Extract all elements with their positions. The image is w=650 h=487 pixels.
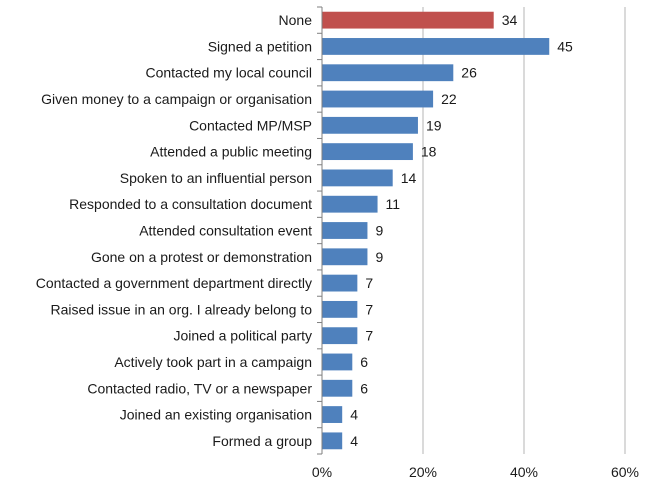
bar bbox=[322, 38, 550, 55]
bar bbox=[322, 90, 434, 108]
value-label: 19 bbox=[426, 117, 442, 133]
bar bbox=[322, 353, 353, 371]
x-tick-label: 40% bbox=[510, 464, 538, 480]
value-label: 7 bbox=[365, 328, 373, 344]
value-label: 11 bbox=[386, 196, 401, 212]
category-label: Attended a public meeting bbox=[150, 144, 312, 160]
value-label: 6 bbox=[360, 380, 368, 396]
value-label: 18 bbox=[421, 144, 437, 160]
bar bbox=[322, 195, 378, 213]
category-label: Gone on a protest or demonstration bbox=[91, 249, 312, 265]
bar bbox=[322, 248, 368, 266]
category-label: None bbox=[279, 12, 313, 28]
bar bbox=[322, 169, 393, 187]
category-label: Raised issue in an org. I already belong… bbox=[51, 301, 313, 317]
category-label: Given money to a campaign or organisatio… bbox=[41, 91, 312, 107]
category-label: Actively took part in a campaign bbox=[114, 354, 312, 370]
category-label: Contacted MP/MSP bbox=[189, 117, 312, 133]
category-label: Signed a petition bbox=[208, 38, 312, 54]
category-label: Contacted a government department direct… bbox=[36, 275, 312, 291]
bar bbox=[322, 406, 343, 423]
value-label: 26 bbox=[461, 65, 477, 81]
x-tick-label: 0% bbox=[312, 464, 332, 480]
bars bbox=[322, 11, 550, 450]
category-label: Formed a group bbox=[212, 433, 312, 449]
category-label: Attended consultation event bbox=[139, 223, 312, 239]
category-label: Joined an existing organisation bbox=[120, 407, 312, 423]
category-label: Spoken to an influential person bbox=[120, 170, 312, 186]
x-tick-label: 20% bbox=[409, 464, 437, 480]
bar bbox=[322, 116, 418, 134]
bar bbox=[322, 222, 368, 239]
value-label: 9 bbox=[375, 249, 383, 265]
bar bbox=[322, 143, 413, 161]
bar bbox=[322, 300, 358, 318]
category-labels: None Signed a petition Contacted my local … bbox=[36, 12, 313, 449]
bar bbox=[322, 274, 358, 292]
value-label: 7 bbox=[365, 275, 373, 291]
gridlines bbox=[317, 6, 626, 455]
value-label: 45 bbox=[557, 38, 573, 54]
category-label: Joined a political party bbox=[173, 328, 312, 344]
category-label: Contacted my local council bbox=[145, 65, 312, 81]
value-label: 34 bbox=[502, 12, 518, 28]
value-label: 4 bbox=[350, 433, 358, 449]
category-label: Responded to a consultation document bbox=[69, 196, 312, 212]
bar bbox=[322, 379, 353, 397]
value-label: 7 bbox=[365, 301, 373, 317]
x-tick-label: 60% bbox=[611, 464, 639, 480]
value-label: 22 bbox=[441, 91, 457, 107]
value-label: 4 bbox=[350, 407, 358, 423]
category-label: Contacted radio, TV or a newspaper bbox=[87, 380, 312, 396]
value-label: 14 bbox=[401, 170, 417, 186]
x-axis-ticks: 0% 20% 40% 60% bbox=[312, 464, 639, 480]
bar bbox=[322, 432, 343, 450]
value-label: 9 bbox=[375, 223, 383, 239]
bar bbox=[322, 327, 358, 345]
bar bbox=[322, 11, 494, 29]
value-label: 6 bbox=[360, 354, 368, 370]
bar bbox=[322, 64, 454, 82]
